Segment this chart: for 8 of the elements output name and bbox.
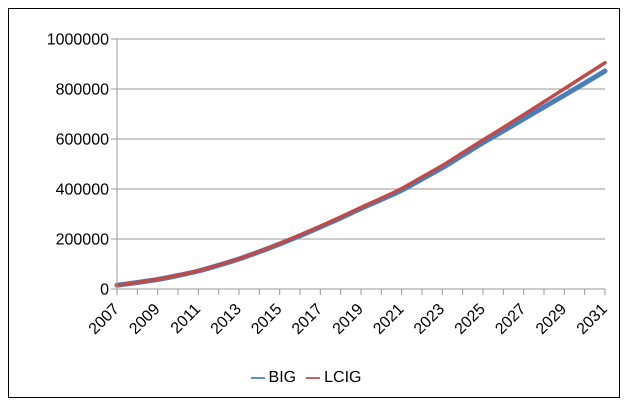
legend-label: BIG (268, 369, 296, 386)
y-tick-label: 1000000 (46, 32, 110, 49)
y-tick-label: 800000 (56, 82, 110, 99)
y-tick-label: 0 (100, 282, 110, 299)
legend-label: LCIG (324, 369, 362, 386)
y-tick-label: 200000 (56, 232, 110, 249)
y-tick-label: 600000 (56, 132, 110, 149)
y-tick-label: 400000 (56, 182, 110, 199)
